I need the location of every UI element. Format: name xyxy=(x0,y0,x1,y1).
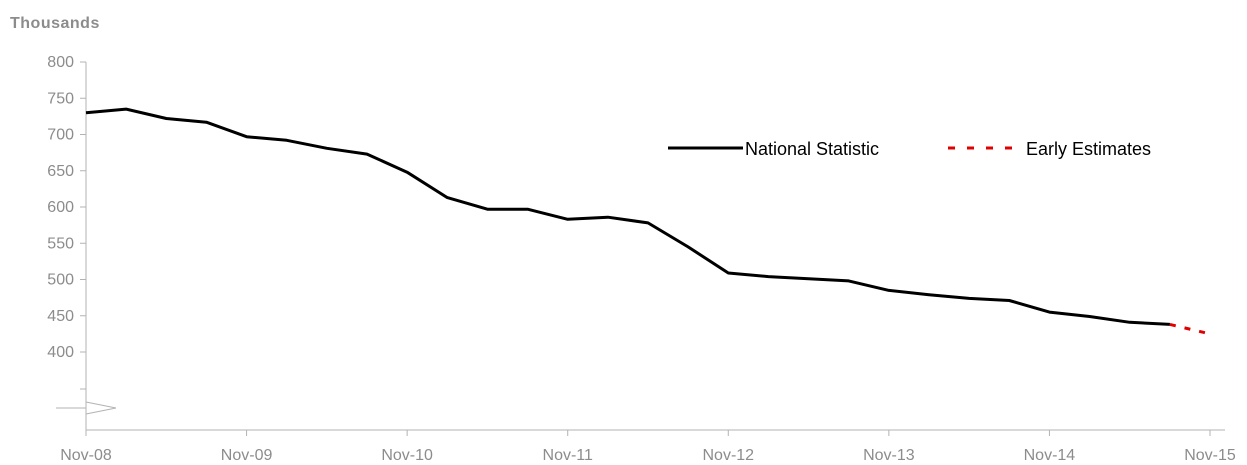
x-axis: Nov-08 Nov-09 Nov-10 Nov-11 Nov-12 Nov-13 Nov-… xyxy=(60,429,1236,464)
x-tick-label: Nov-12 xyxy=(702,447,754,464)
x-tick-label: Nov-08 xyxy=(60,447,112,464)
x-tick-label: Nov-15 xyxy=(1184,447,1236,464)
y-tick-label: 400 xyxy=(47,344,74,361)
x-tick-label: Nov-13 xyxy=(863,447,915,464)
legend: National Statistic Early Estimates xyxy=(668,139,1151,159)
legend-label-national-statistic: National Statistic xyxy=(745,139,879,159)
series-line-national-statistic xyxy=(85,107,1170,326)
x-tick-label: Nov-09 xyxy=(221,447,273,464)
y-tick-label: 450 xyxy=(47,308,74,325)
y-tick-label: 700 xyxy=(47,127,74,144)
x-tick-label: Nov-10 xyxy=(381,447,433,464)
axis-break-marker xyxy=(56,401,117,415)
y-axis: 400 450 500 550 600 650 700 750 800 xyxy=(47,54,117,430)
y-tick-label: 800 xyxy=(47,54,74,71)
y-tick-label: 600 xyxy=(47,199,74,216)
series-layer xyxy=(85,107,1211,336)
y-tick-label: 650 xyxy=(47,163,74,180)
y-unit-label: Thousands xyxy=(10,15,100,32)
x-tick-label: Nov-11 xyxy=(543,447,593,464)
y-tick-label: 550 xyxy=(47,235,74,252)
y-tick-label: 750 xyxy=(47,90,74,107)
y-tick-label: 500 xyxy=(47,272,74,289)
legend-label-early-estimates: Early Estimates xyxy=(1026,139,1151,159)
series-line-early-estimates xyxy=(1169,322,1211,336)
x-tick-label: Nov-14 xyxy=(1024,447,1076,464)
